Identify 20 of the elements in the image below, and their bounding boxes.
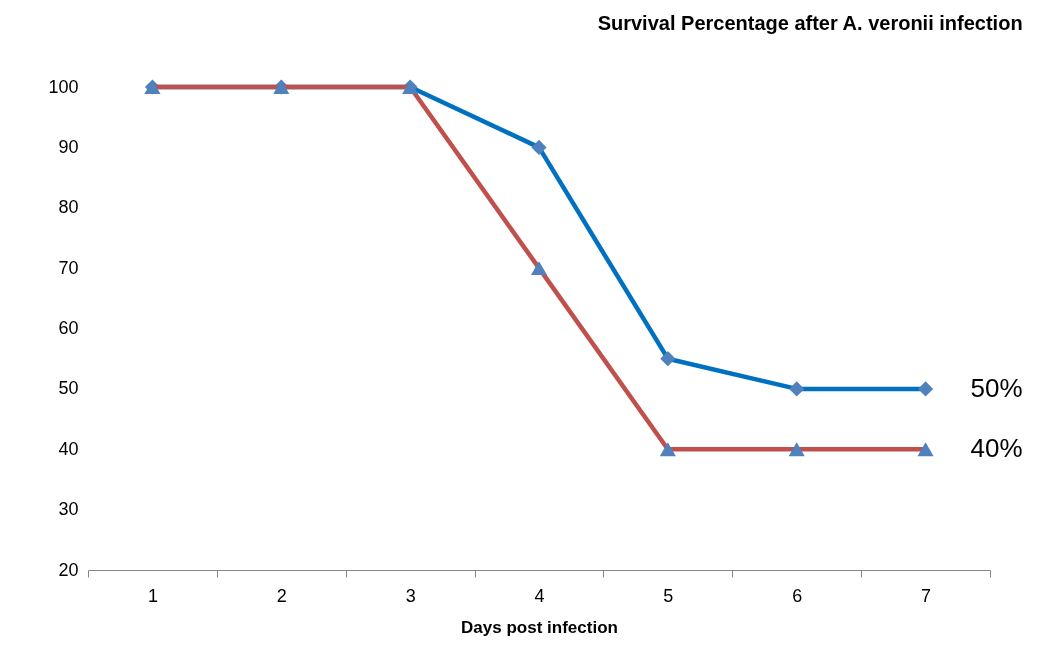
y-tick-label: 20 bbox=[58, 559, 79, 580]
y-tick-label: 30 bbox=[58, 499, 79, 520]
x-tick-label: 2 bbox=[276, 585, 287, 606]
y-tick-label: 70 bbox=[58, 257, 79, 278]
x-tick-label: 7 bbox=[921, 585, 932, 606]
x-tick-label: 5 bbox=[663, 585, 674, 606]
y-tick-label: 90 bbox=[58, 136, 79, 157]
x-tick-label: 1 bbox=[147, 585, 158, 606]
y-tick-label: 60 bbox=[58, 318, 79, 338]
annotation: 40% bbox=[970, 433, 1023, 464]
x-tick-label: 4 bbox=[534, 585, 545, 606]
x-tick-label: 6 bbox=[792, 585, 803, 606]
y-tick-label: 100 bbox=[48, 76, 79, 97]
y-tick-label: 50 bbox=[58, 378, 79, 399]
annotation: 50% bbox=[970, 372, 1023, 403]
y-tick-label: 80 bbox=[58, 197, 79, 218]
chart-title: Survival Percentage after A. veronii infection bbox=[597, 12, 1023, 34]
x-tick-label: 3 bbox=[405, 585, 416, 606]
x-axis-title: Days post infection bbox=[461, 617, 618, 637]
y-tick-label: 40 bbox=[58, 438, 79, 459]
